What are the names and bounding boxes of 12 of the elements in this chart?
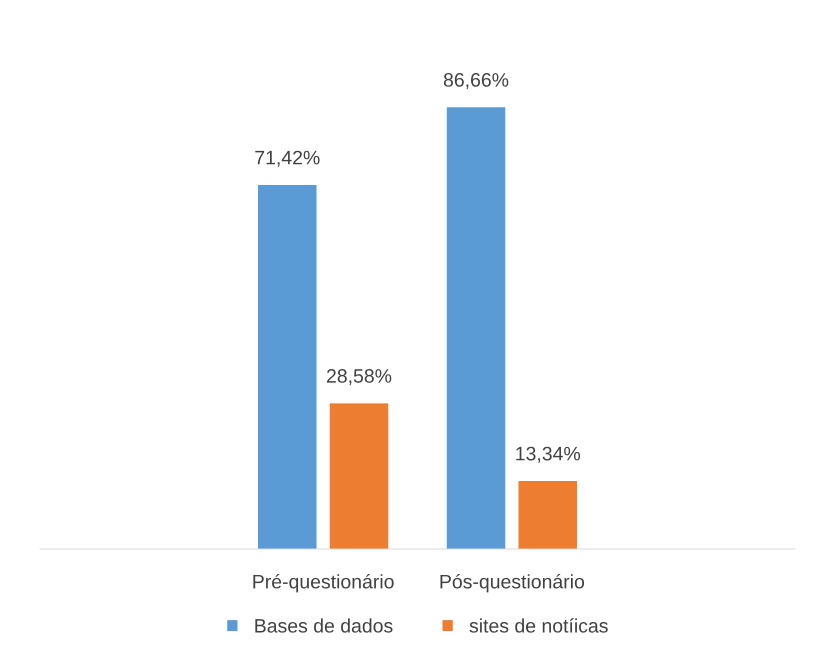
data-label: 28,58%	[326, 369, 392, 386]
data-label: 86,66%	[444, 73, 508, 90]
data-label: 13,34%	[516, 446, 580, 463]
bar	[446, 107, 506, 549]
bar	[518, 481, 577, 549]
x-tick-label: Pré-questionário	[253, 574, 394, 592]
x-tick-label: Pós-questionário	[440, 574, 584, 592]
bar	[330, 403, 388, 549]
data-label: 71,42%	[255, 150, 320, 167]
legend-label: sites de notíicas	[470, 618, 608, 633]
bar	[258, 184, 317, 549]
legend-label: Bases de dados	[255, 618, 393, 633]
